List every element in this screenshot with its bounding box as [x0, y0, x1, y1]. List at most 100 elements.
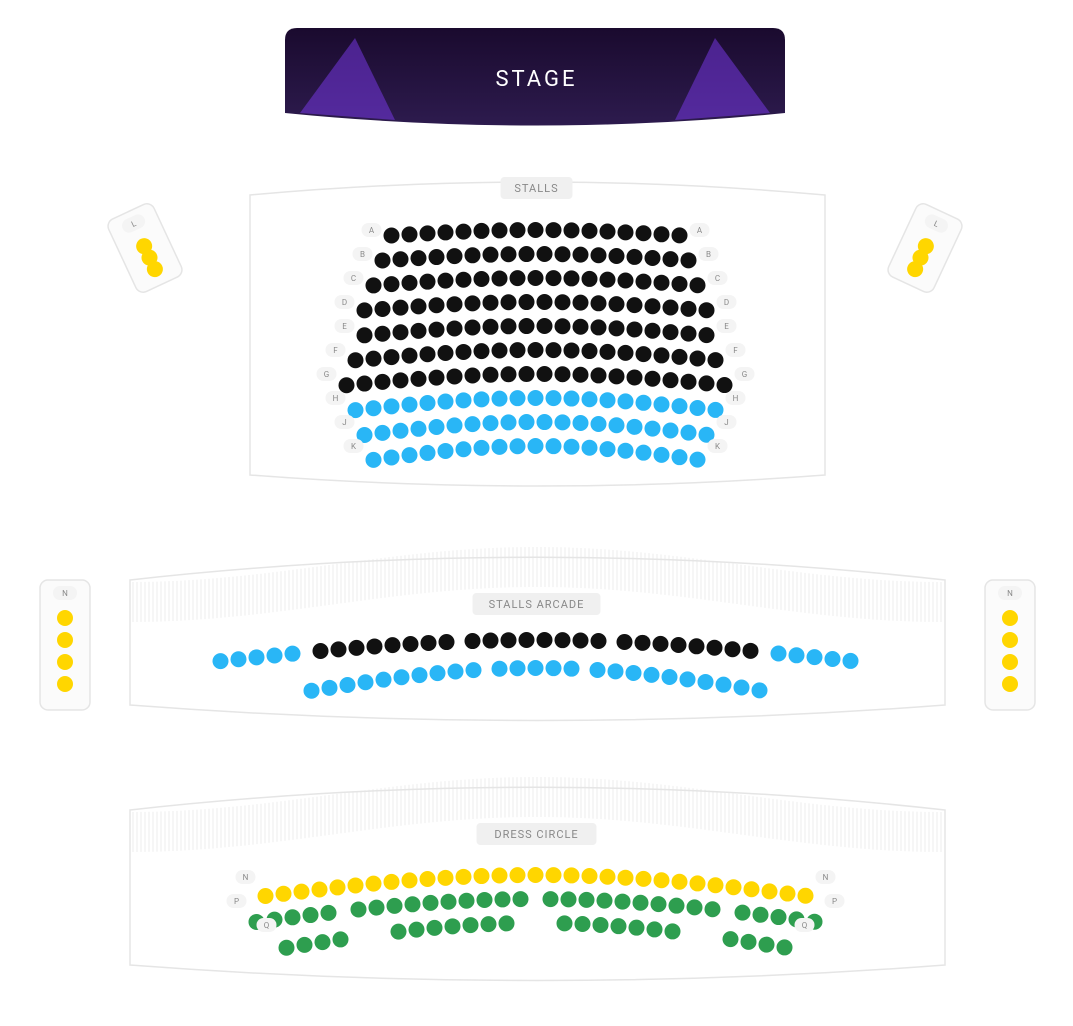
seat[interactable]: [582, 391, 598, 407]
seat[interactable]: [591, 295, 607, 311]
seat[interactable]: [474, 868, 490, 884]
seat[interactable]: [780, 886, 796, 902]
seat[interactable]: [481, 916, 497, 932]
seat[interactable]: [705, 901, 721, 917]
seat[interactable]: [384, 276, 400, 292]
seat[interactable]: [465, 320, 481, 336]
seat[interactable]: [617, 634, 633, 650]
seat[interactable]: [447, 368, 463, 384]
seat[interactable]: [510, 390, 526, 406]
seat[interactable]: [429, 370, 445, 386]
seat[interactable]: [573, 632, 589, 648]
seat[interactable]: [546, 438, 562, 454]
seat[interactable]: [618, 443, 634, 459]
seat[interactable]: [447, 248, 463, 264]
seat[interactable]: [591, 633, 607, 649]
seat[interactable]: [411, 298, 427, 314]
seat[interactable]: [609, 320, 625, 336]
seat[interactable]: [654, 226, 670, 242]
seat[interactable]: [609, 368, 625, 384]
seat[interactable]: [672, 276, 688, 292]
seat[interactable]: [690, 400, 706, 416]
seat[interactable]: [483, 367, 499, 383]
seat[interactable]: [322, 680, 338, 696]
seat[interactable]: [477, 892, 493, 908]
seat[interactable]: [501, 632, 517, 648]
seat[interactable]: [402, 348, 418, 364]
seat[interactable]: [798, 888, 814, 904]
seat[interactable]: [510, 867, 526, 883]
seat[interactable]: [510, 438, 526, 454]
seat[interactable]: [391, 924, 407, 940]
seat[interactable]: [57, 610, 73, 626]
seat[interactable]: [593, 917, 609, 933]
seat[interactable]: [663, 299, 679, 315]
seat[interactable]: [366, 452, 382, 468]
seat[interactable]: [438, 273, 454, 289]
seat[interactable]: [492, 270, 508, 286]
seat[interactable]: [555, 632, 571, 648]
seat[interactable]: [409, 922, 425, 938]
seat[interactable]: [575, 916, 591, 932]
seat[interactable]: [499, 915, 515, 931]
seat[interactable]: [743, 643, 759, 659]
seat[interactable]: [663, 423, 679, 439]
seat[interactable]: [402, 397, 418, 413]
seat[interactable]: [627, 249, 643, 265]
seat[interactable]: [304, 683, 320, 699]
seat[interactable]: [285, 909, 301, 925]
seat[interactable]: [447, 417, 463, 433]
seat[interactable]: [573, 247, 589, 263]
seat[interactable]: [447, 320, 463, 336]
seat[interactable]: [483, 295, 499, 311]
seat[interactable]: [590, 662, 606, 678]
seat[interactable]: [441, 894, 457, 910]
seat[interactable]: [752, 682, 768, 698]
seat[interactable]: [546, 342, 562, 358]
seat[interactable]: [600, 392, 616, 408]
seat[interactable]: [573, 367, 589, 383]
seat[interactable]: [357, 302, 373, 318]
seat[interactable]: [582, 343, 598, 359]
seat[interactable]: [357, 376, 373, 392]
seat[interactable]: [384, 228, 400, 244]
seat[interactable]: [573, 415, 589, 431]
seat[interactable]: [636, 274, 652, 290]
seat[interactable]: [690, 452, 706, 468]
seat[interactable]: [600, 224, 616, 240]
seat[interactable]: [707, 640, 723, 656]
seat[interactable]: [629, 920, 645, 936]
seat[interactable]: [807, 649, 823, 665]
seat[interactable]: [1002, 654, 1018, 670]
seat[interactable]: [647, 921, 663, 937]
seat[interactable]: [456, 869, 472, 885]
seat[interactable]: [672, 227, 688, 243]
seat[interactable]: [375, 326, 391, 342]
seat[interactable]: [726, 879, 742, 895]
seat[interactable]: [600, 272, 616, 288]
seat[interactable]: [430, 665, 446, 681]
seat[interactable]: [537, 318, 553, 334]
seat[interactable]: [297, 937, 313, 953]
seat[interactable]: [420, 274, 436, 290]
seat[interactable]: [681, 326, 697, 342]
seat[interactable]: [546, 270, 562, 286]
seat[interactable]: [609, 417, 625, 433]
seat[interactable]: [483, 247, 499, 263]
seat[interactable]: [465, 416, 481, 432]
seat[interactable]: [321, 905, 337, 921]
seat[interactable]: [357, 327, 373, 343]
seat[interactable]: [456, 441, 472, 457]
seat[interactable]: [564, 270, 580, 286]
seat[interactable]: [537, 632, 553, 648]
seat[interactable]: [393, 251, 409, 267]
seat[interactable]: [528, 270, 544, 286]
seat[interactable]: [600, 869, 616, 885]
seat[interactable]: [555, 246, 571, 262]
seat[interactable]: [447, 296, 463, 312]
seat[interactable]: [735, 905, 751, 921]
seat[interactable]: [510, 270, 526, 286]
seat[interactable]: [474, 343, 490, 359]
seat[interactable]: [681, 425, 697, 441]
seat[interactable]: [1002, 632, 1018, 648]
